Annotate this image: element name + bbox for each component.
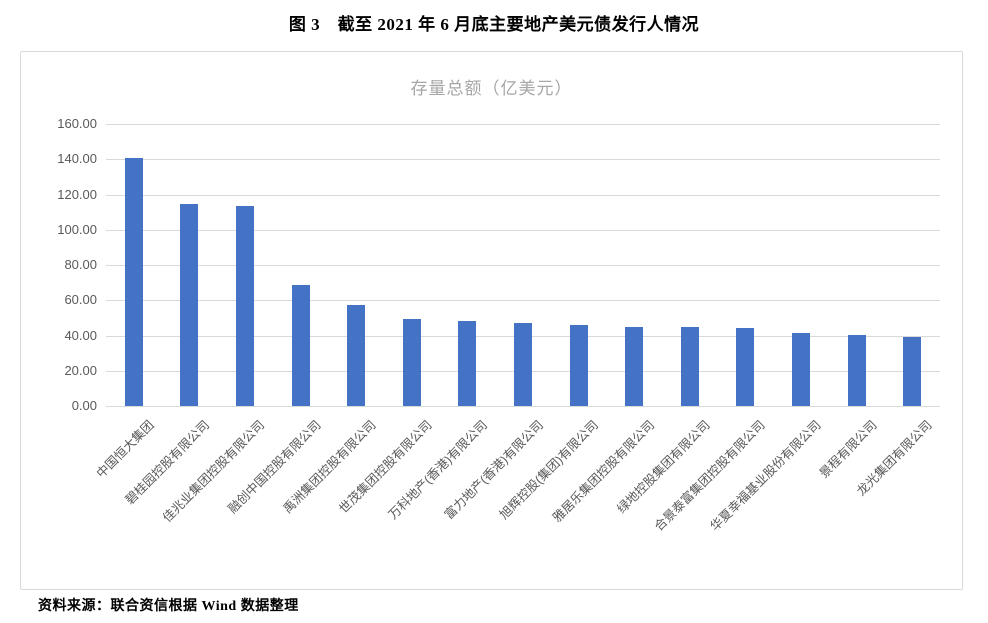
y-tick-label: 0.00 xyxy=(71,398,97,413)
chart-frame: 存量总额（亿美元） 0.00 20.00 40.00 60.00 80.00 100.00… xyxy=(20,51,963,590)
bar xyxy=(236,206,254,406)
y-tick-label: 100.00 xyxy=(57,221,97,237)
bar xyxy=(847,335,866,406)
y-tick-label: 80.00 xyxy=(64,257,97,272)
y-gridline xyxy=(106,265,940,266)
bar xyxy=(680,327,699,406)
y-gridline xyxy=(106,124,940,125)
bar xyxy=(792,333,810,406)
bar xyxy=(124,157,143,406)
source-note: 资料来源：联合资信根据 Wind 数据整理 xyxy=(38,599,299,614)
chart-title: 存量总额（亿美元） xyxy=(410,79,573,98)
x-axis-line xyxy=(106,406,940,407)
bar xyxy=(347,305,366,406)
bar xyxy=(736,328,755,406)
y-gridline xyxy=(106,194,940,196)
y-tick-label: 60.00 xyxy=(64,292,97,308)
plot-area: 0.00 20.00 40.00 60.00 80.00 100.00 120.00 140.… xyxy=(21,52,962,589)
y-gridline xyxy=(106,159,940,161)
bar xyxy=(625,326,644,406)
figure-title: 图 3 截至 2021 年 6 月底主要地产美元债发行人情况 xyxy=(288,15,700,34)
bar xyxy=(291,285,310,406)
bar xyxy=(903,336,922,406)
bar xyxy=(458,320,477,406)
y-tick-label: 140.00 xyxy=(57,151,97,167)
y-tick-label: 160.00 xyxy=(57,116,97,131)
y-tick-label: 40.00 xyxy=(64,327,97,343)
bar xyxy=(180,204,199,406)
bar xyxy=(514,322,532,406)
bar xyxy=(402,318,421,406)
y-tick-label: 120.00 xyxy=(57,186,97,202)
bar xyxy=(569,324,588,406)
y-tick-label: 20.00 xyxy=(64,362,97,378)
y-gridline xyxy=(106,229,940,231)
y-gridline xyxy=(106,300,940,302)
